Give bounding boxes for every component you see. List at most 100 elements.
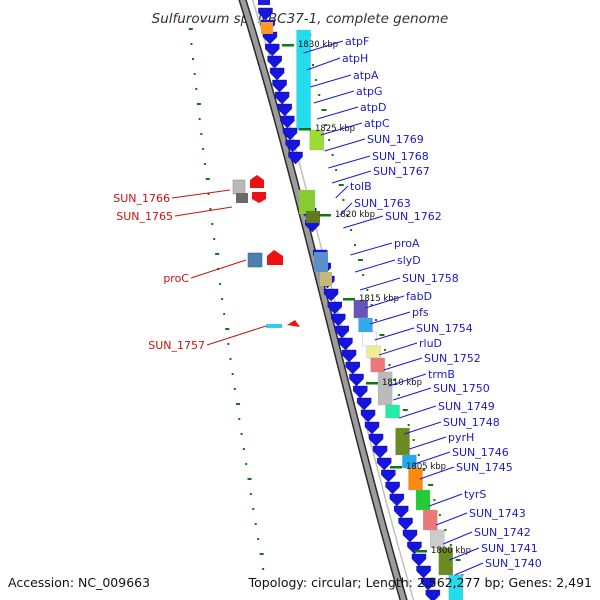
gene-label[interactable]: SUN_1757: [148, 339, 205, 352]
tick-mark: [370, 304, 373, 306]
gene-label[interactable]: proA: [394, 237, 420, 250]
tick-mark: [198, 118, 201, 120]
gene-label[interactable]: atpC: [364, 117, 390, 130]
tick-mark: [225, 328, 230, 330]
gene-label[interactable]: SUN_1765: [116, 210, 173, 223]
tick-mark: [350, 229, 353, 231]
gene-leader-line: [409, 436, 447, 450]
gene-label[interactable]: SUN_1746: [452, 446, 509, 459]
tick-mark: [259, 553, 264, 555]
feature-segment: [370, 357, 385, 373]
feature-color-track: [296, 29, 464, 600]
gene-label[interactable]: proC: [163, 272, 189, 285]
gene-leader-line: [435, 512, 468, 526]
gene-label[interactable]: trmB: [428, 368, 455, 381]
gene-leader-line: [414, 451, 451, 465]
gene-label[interactable]: SUN_1752: [424, 352, 481, 365]
gene-label[interactable]: SUN_1754: [416, 322, 473, 335]
gene-leader-line: [328, 155, 371, 169]
tick-mark: [223, 313, 226, 315]
tick-mark: [455, 559, 461, 561]
gene-label[interactable]: SUN_1740: [485, 557, 542, 570]
gene-leader-line: [378, 342, 418, 356]
feature-segment: [415, 489, 431, 511]
feature-segment: [438, 547, 453, 576]
tick-mark: [231, 373, 234, 375]
gene-labels-forward: atpF atpH atpA atpG atpD atpC SUN_1769 SUN_1768…: [342, 35, 542, 570]
gene-label[interactable]: SUN_1758: [402, 272, 459, 285]
tick-mark: [433, 499, 436, 501]
forward-cds-arrow: [285, 139, 300, 153]
gene-label[interactable]: rluD: [419, 337, 442, 350]
reverse-cds-arrow: [287, 320, 300, 327]
scale-label: 1830 kbp: [298, 40, 338, 50]
gene-label[interactable]: SUN_1767: [373, 165, 430, 178]
scale-tick: [390, 466, 402, 469]
gene-label[interactable]: SUN_1768: [372, 150, 429, 163]
gene-label[interactable]: SUN_1762: [385, 210, 442, 223]
gene-label[interactable]: tyrS: [464, 488, 486, 501]
tick-mark: [324, 124, 327, 126]
tick-mark: [358, 259, 364, 261]
gene-label[interactable]: slyD: [397, 254, 421, 267]
tick-mark: [315, 79, 318, 81]
gene-leader-line: [429, 493, 463, 507]
tick-mark: [192, 58, 195, 60]
scale-tick: [299, 128, 311, 131]
tick-mark: [366, 289, 369, 291]
tick-mark: [338, 184, 344, 186]
tick-mark: [219, 283, 222, 285]
gene-leader-line: [331, 170, 372, 184]
gene-label[interactable]: SUN_1743: [469, 507, 526, 520]
gene-label[interactable]: SUN_1742: [474, 526, 531, 539]
gene-leader-line: [335, 185, 349, 199]
gene-label[interactable]: SUN_1741: [481, 542, 538, 555]
gene-label[interactable]: atpH: [342, 52, 368, 65]
gene-label[interactable]: SUN_1763: [354, 197, 411, 210]
forward-cds-arrow: [349, 373, 364, 387]
gene-label[interactable]: atpD: [360, 101, 387, 114]
tick-mark: [444, 529, 447, 531]
tick-mark: [397, 394, 400, 396]
tick-mark: [335, 169, 338, 171]
gene-leader-line: [383, 357, 423, 371]
tick-mark: [354, 244, 357, 246]
forward-cds-arrow: [262, 31, 278, 45]
gene-leader-line: [306, 57, 341, 71]
gene-label[interactable]: SUN_1769: [367, 133, 424, 146]
forward-cds-arrow: [381, 469, 396, 483]
scale-marks: 1830 kbp 1825 kbp 1820 kbp 1815 kbp 1810 kbp…: [282, 40, 471, 556]
gene-leader-line: [359, 277, 401, 291]
forward-cds-track: [258, 7, 441, 600]
gene-label[interactable]: atpA: [353, 69, 379, 82]
gene-label[interactable]: pfs: [412, 306, 429, 319]
gene-label[interactable]: atpG: [356, 85, 383, 98]
gene-leader-line: [303, 40, 344, 54]
tick-mark: [449, 544, 452, 546]
tick-mark: [193, 73, 196, 75]
feature-segment: [377, 371, 393, 406]
tick-mark: [233, 388, 236, 390]
tick-mark: [215, 253, 220, 255]
gene-label[interactable]: SUN_1766: [113, 192, 170, 205]
gene-label[interactable]: SUN_1748: [443, 416, 500, 429]
gene-label[interactable]: pyrH: [448, 431, 474, 444]
tick-mark: [422, 469, 425, 471]
tick-mark: [257, 538, 260, 540]
tick-mark: [205, 178, 210, 180]
gene-label[interactable]: tolB: [350, 180, 372, 193]
gene-label[interactable]: atpF: [345, 35, 369, 48]
scale-tick: [366, 382, 378, 385]
gene-leader-line: [320, 122, 363, 136]
gene-label[interactable]: SUN_1750: [433, 382, 490, 395]
tick-mark: [247, 478, 252, 480]
outer-tick-ring: [188, 28, 265, 570]
gene-label[interactable]: fabD: [406, 290, 432, 303]
gene-label[interactable]: SUN_1745: [456, 461, 513, 474]
tick-mark: [229, 358, 232, 360]
gene-leader-line: [343, 215, 384, 229]
tick-mark: [312, 64, 315, 66]
forward-cds-arrow: [411, 553, 427, 567]
gene-leader-line: [404, 421, 442, 435]
gene-label[interactable]: SUN_1749: [438, 400, 495, 413]
